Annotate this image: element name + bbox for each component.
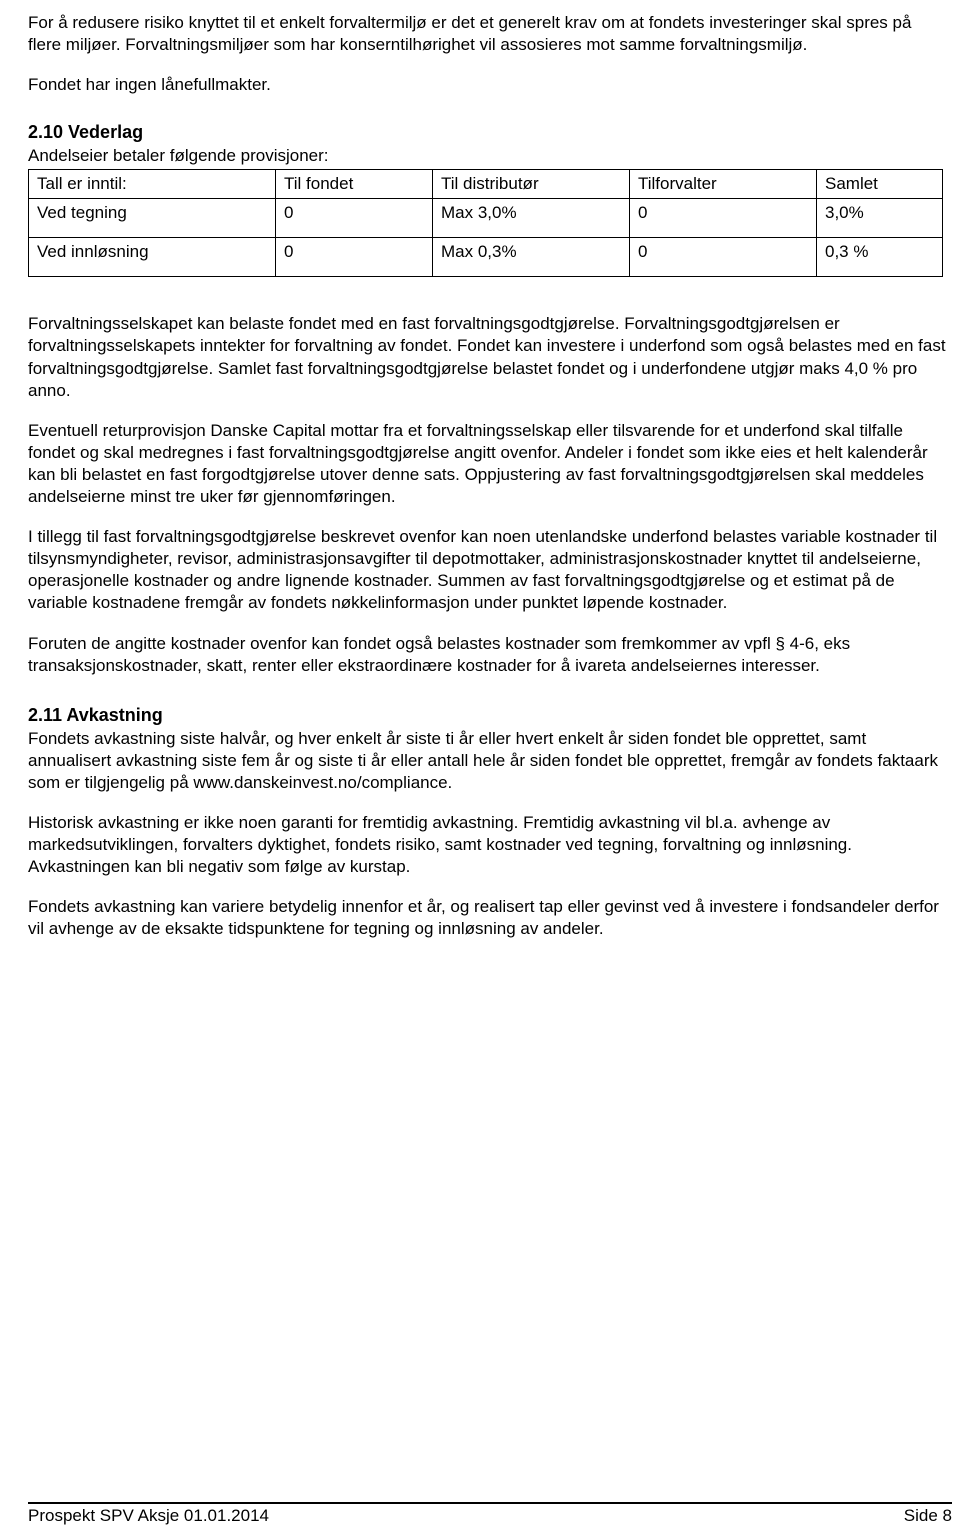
table-cell: 0	[630, 238, 817, 277]
table-header: Tall er inntil:	[29, 170, 276, 199]
section-heading-vederlag: 2.10 Vederlag	[28, 122, 948, 143]
table-cell: Max 3,0%	[433, 199, 630, 238]
vederlag-para-4: Foruten de angitte kostnader ovenfor kan…	[28, 633, 948, 677]
document-body: For å redusere risiko knyttet til et enk…	[28, 12, 948, 940]
page-footer: Prospekt SPV Aksje 01.01.2014 Side 8	[28, 1502, 952, 1526]
table-header-row: Tall er inntil: Til fondet Til distribut…	[29, 170, 943, 199]
avkastning-para-1: Fondets avkastning siste halvår, og hver…	[28, 728, 948, 794]
vederlag-para-1: Forvaltningsselskapet kan belaste fondet…	[28, 313, 948, 401]
table-cell: 3,0%	[817, 199, 943, 238]
footer-right: Side 8	[904, 1506, 952, 1526]
table-cell: Ved tegning	[29, 199, 276, 238]
table-cell: 0	[276, 238, 433, 277]
vederlag-intro: Andelseier betaler følgende provisjoner:	[28, 145, 948, 167]
avkastning-para-3: Fondets avkastning kan variere betydelig…	[28, 896, 948, 940]
table-header: Til fondet	[276, 170, 433, 199]
table-header: Tilforvalter	[630, 170, 817, 199]
table-row: Ved tegning 0 Max 3,0% 0 3,0%	[29, 199, 943, 238]
vederlag-para-2: Eventuell returprovisjon Danske Capital …	[28, 420, 948, 508]
avkastning-para-2: Historisk avkastning er ikke noen garant…	[28, 812, 948, 878]
table-header: Til distributør	[433, 170, 630, 199]
table-row: Ved innløsning 0 Max 0,3% 0 0,3 %	[29, 238, 943, 277]
table-cell: Max 0,3%	[433, 238, 630, 277]
intro-para-2: Fondet har ingen lånefullmakter.	[28, 74, 948, 96]
provision-table: Tall er inntil: Til fondet Til distribut…	[28, 169, 943, 277]
intro-para-1: For å redusere risiko knyttet til et enk…	[28, 12, 948, 56]
table-cell: Ved innløsning	[29, 238, 276, 277]
vederlag-para-3: I tillegg til fast forvaltningsgodtgjøre…	[28, 526, 948, 614]
table-header: Samlet	[817, 170, 943, 199]
table-cell: 0	[276, 199, 433, 238]
table-cell: 0	[630, 199, 817, 238]
table-cell: 0,3 %	[817, 238, 943, 277]
section-heading-avkastning: 2.11 Avkastning	[28, 705, 948, 726]
footer-left: Prospekt SPV Aksje 01.01.2014	[28, 1506, 269, 1526]
